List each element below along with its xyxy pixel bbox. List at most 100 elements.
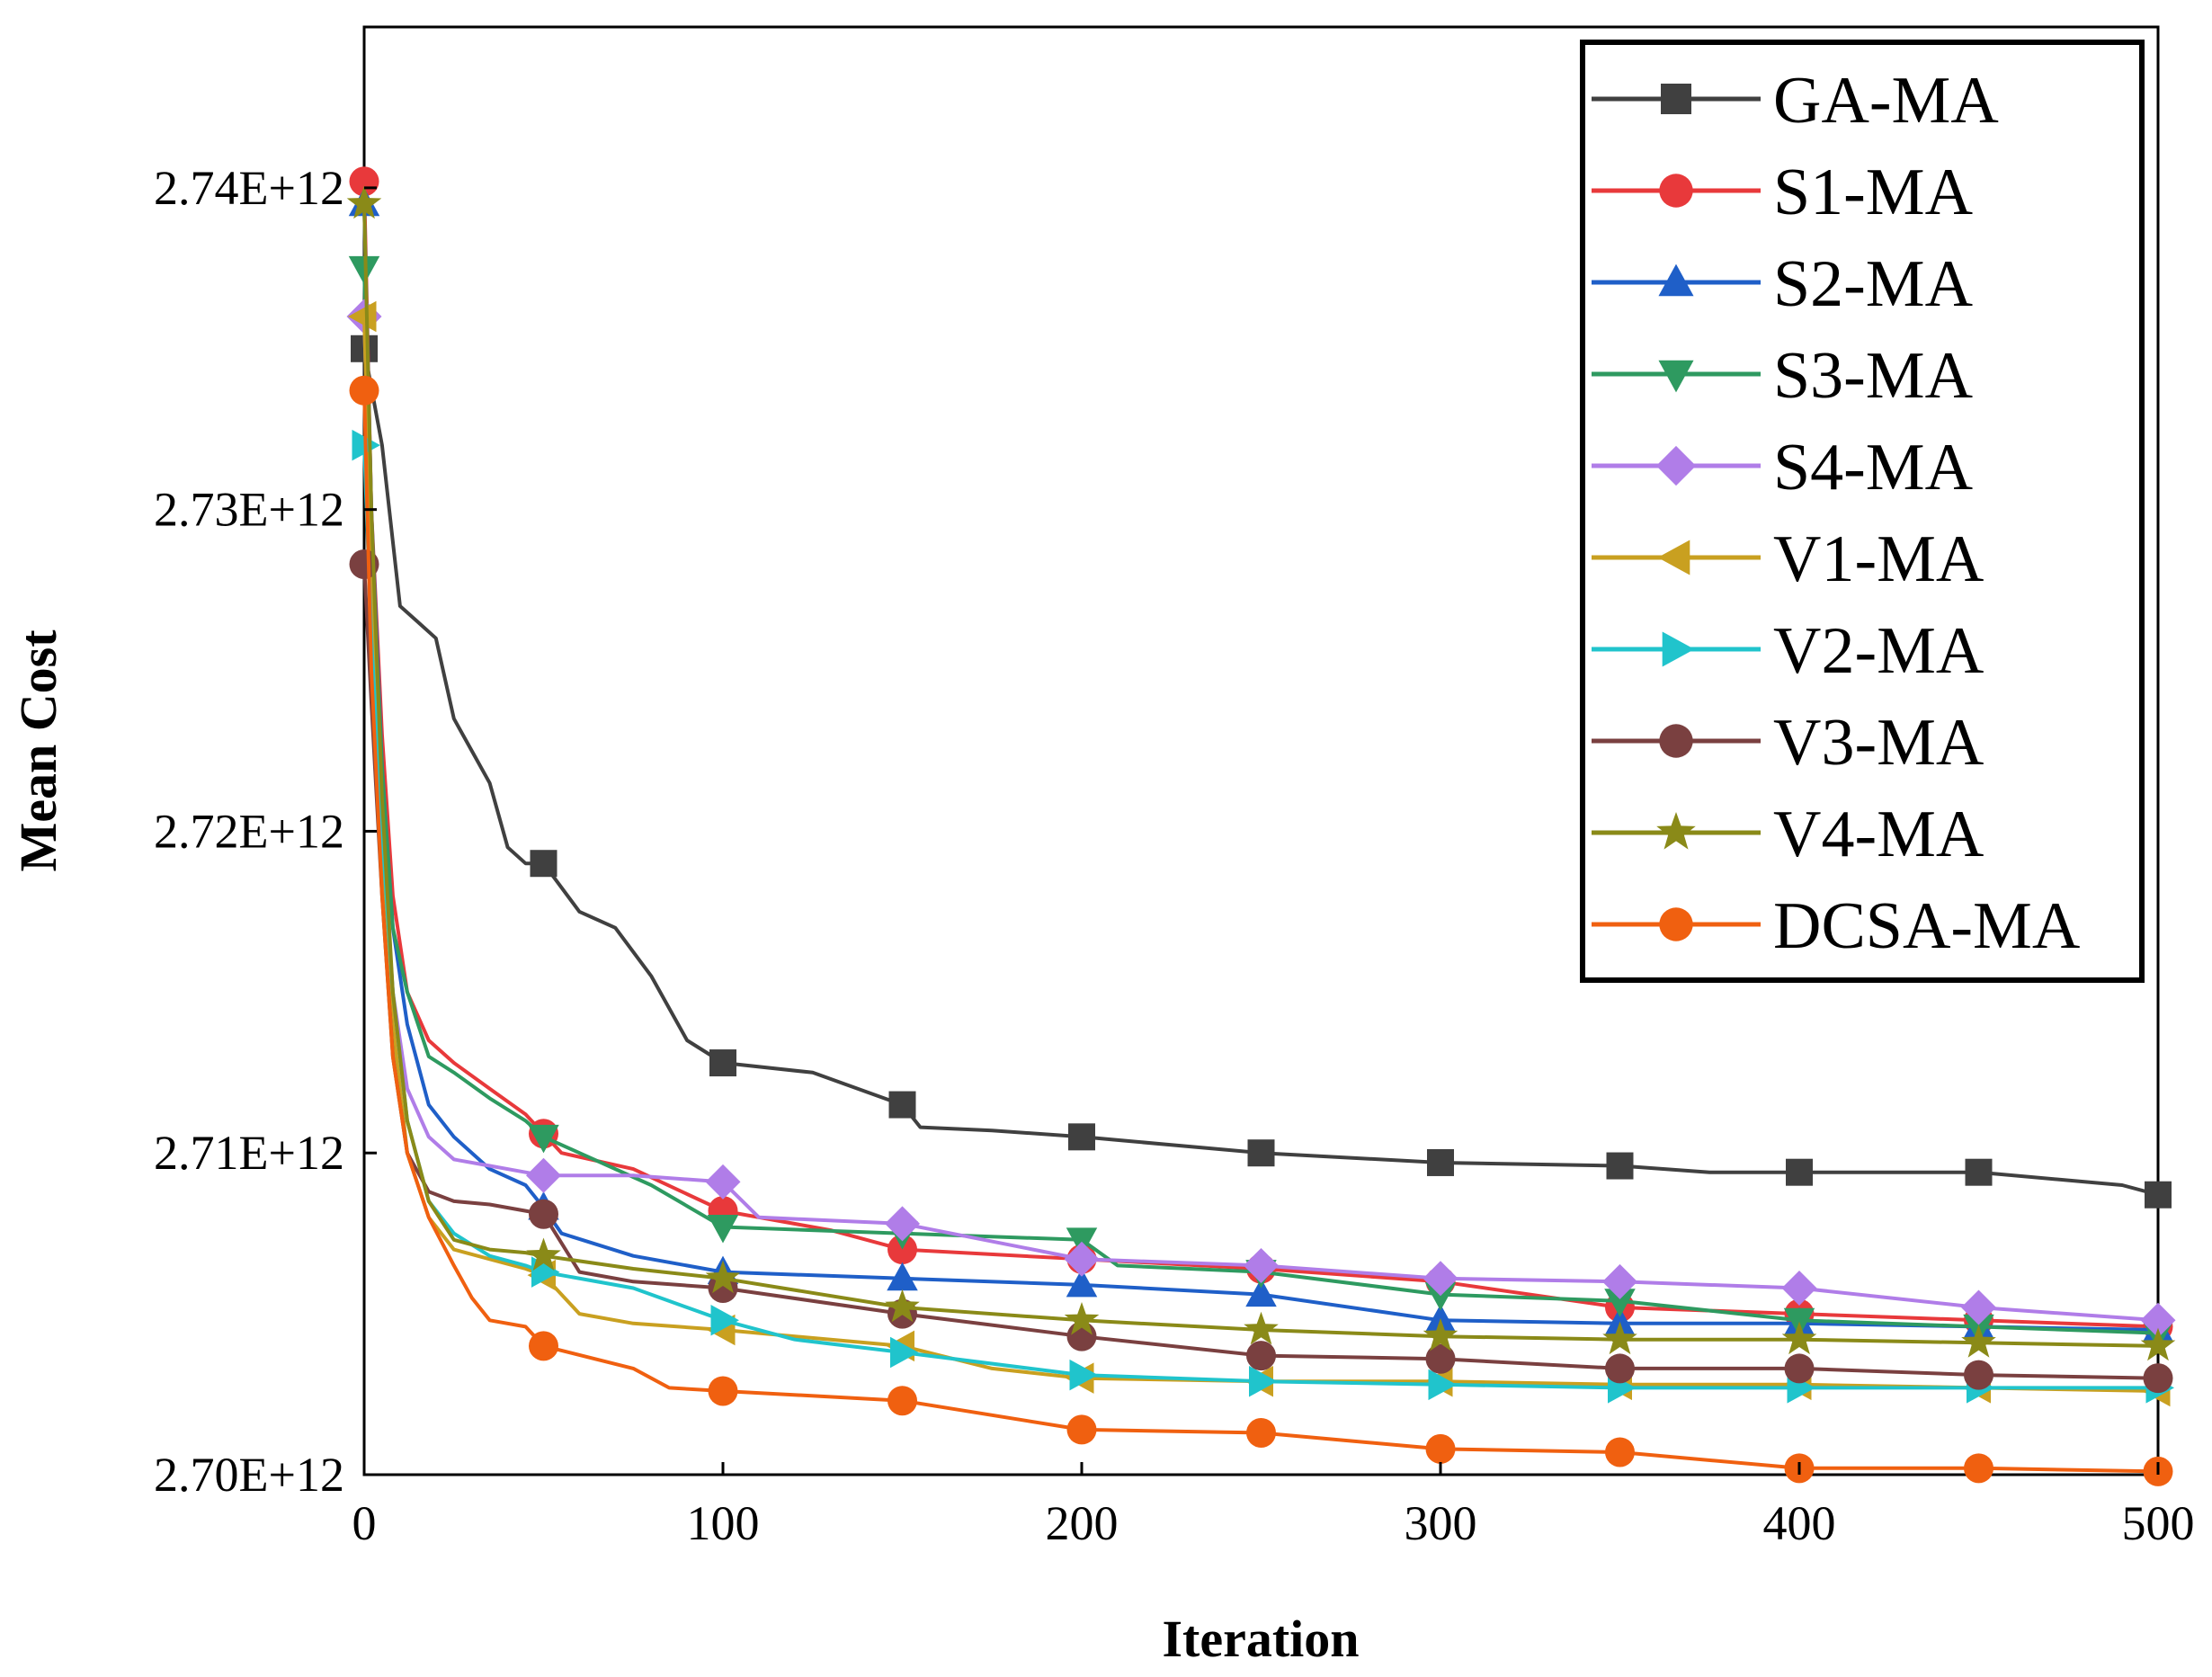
data-point-s4-ma <box>885 1206 920 1242</box>
data-point-s4-ma <box>705 1164 741 1200</box>
data-point-ga-ma <box>709 1049 736 1077</box>
legend-label-v3-ma: V3-MA <box>1773 706 1984 780</box>
legend-label-v2-ma: V2-MA <box>1773 614 1984 688</box>
data-point-s4-ma <box>1602 1263 1637 1299</box>
legend-label-s4-ma: S4-MA <box>1773 431 1973 504</box>
data-point-dcsa-ma <box>887 1386 917 1416</box>
legend-label-s1-ma: S1-MA <box>1773 156 1973 229</box>
legend-marker-v4-ma <box>1656 812 1696 850</box>
series-line-dcsa-ma <box>362 390 2159 1474</box>
data-point-v3-ma <box>1964 1360 1993 1390</box>
x-tick-label: 100 <box>687 1496 760 1550</box>
data-point-v2-ma <box>710 1305 739 1336</box>
data-point-v4-ma <box>885 1289 920 1323</box>
data-point-v4-ma <box>346 185 382 219</box>
data-point-dcsa-ma <box>1066 1414 1097 1445</box>
data-point-v3-ma <box>2143 1363 2173 1394</box>
legend-marker-ga-ma <box>1661 84 1691 114</box>
series-line-ga-ma <box>362 348 2159 1197</box>
data-point-v4-ma <box>1602 1321 1637 1355</box>
data-point-v3-ma <box>1246 1341 1276 1371</box>
data-point-ga-ma <box>1247 1139 1275 1167</box>
data-point-dcsa-ma <box>349 375 379 406</box>
data-point-s4-ma <box>1961 1289 1996 1325</box>
series-line-v4-ma <box>362 203 2159 1348</box>
series-layer <box>346 166 2176 1486</box>
data-point-v3-ma <box>1605 1353 1635 1384</box>
y-tick-label: 2.74E+12 <box>154 161 344 215</box>
data-point-s2-ma <box>887 1262 918 1291</box>
y-tick-label: 2.73E+12 <box>154 483 344 537</box>
legend-label-v4-ma: V4-MA <box>1773 798 1984 871</box>
axis-layer: 2.70E+12 2.71E+12 2.72E+12 2.73E+12 2.74E+12… <box>154 161 2194 1550</box>
y-tick-label: 2.70E+12 <box>154 1448 344 1502</box>
data-point-ga-ma <box>1427 1148 1454 1176</box>
series-line-s3-ma <box>362 268 2159 1335</box>
data-point-s4-ma <box>2140 1302 2176 1338</box>
data-point-dcsa-ma <box>529 1331 558 1361</box>
data-point-dcsa-ma <box>1605 1437 1635 1467</box>
x-axis-title: Iteration <box>1162 1610 1359 1668</box>
data-point-ga-ma <box>1965 1158 1993 1186</box>
series-line-v1-ma <box>362 316 2159 1393</box>
x-tick-label: 300 <box>1405 1496 1477 1550</box>
data-point-v4-ma <box>1244 1311 1279 1345</box>
data-point-v4-ma <box>526 1237 561 1271</box>
data-point-s3-ma <box>528 1124 559 1154</box>
data-point-dcsa-ma <box>1964 1453 1993 1484</box>
data-point-s2-ma <box>1245 1278 1277 1307</box>
legend-marker-s4-ma <box>1655 445 1697 486</box>
series-ga-ma <box>351 335 2172 1209</box>
data-point-dcsa-ma <box>708 1376 738 1406</box>
legend-marker-v2-ma <box>1662 631 1695 667</box>
data-point-dcsa-ma <box>1246 1417 1276 1448</box>
y-tick-label: 2.72E+12 <box>154 804 344 858</box>
data-point-dcsa-ma <box>1425 1433 1456 1464</box>
data-point-s3-ma <box>1424 1282 1457 1311</box>
x-tick-label: 200 <box>1046 1496 1119 1550</box>
data-point-s4-ma <box>526 1157 561 1193</box>
data-point-v2-ma <box>890 1336 919 1369</box>
data-point-v4-ma <box>1781 1321 1817 1355</box>
data-point-v2-ma <box>1428 1369 1457 1401</box>
data-point-v4-ma <box>1423 1317 1458 1351</box>
data-point-s4-ma <box>1781 1270 1817 1306</box>
data-point-ga-ma <box>530 850 557 878</box>
data-point-v2-ma <box>1249 1365 1278 1397</box>
data-point-v3-ma <box>529 1199 558 1229</box>
series-dcsa-ma <box>349 375 2173 1486</box>
legend: GA-MA S1-MA S2-MA S3-MA S4-MA V1-MA V2-MA V3-MA… <box>1580 40 2145 983</box>
legend-label-s2-ma: S2-MA <box>1773 247 1973 321</box>
legend-label-s3-ma: S3-MA <box>1773 339 1973 413</box>
data-point-s3-ma <box>707 1215 739 1244</box>
data-point-ga-ma <box>2145 1181 2172 1209</box>
data-point-s4-ma <box>1244 1247 1279 1283</box>
x-tick-label: 400 <box>1763 1496 1836 1550</box>
data-point-s4-ma <box>1423 1261 1458 1297</box>
y-tick-label: 2.71E+12 <box>154 1126 344 1180</box>
y-axis-title: Mean Cost <box>9 629 67 872</box>
data-point-v3-ma <box>1425 1343 1456 1374</box>
data-point-ga-ma <box>1606 1152 1634 1180</box>
data-point-v1-ma <box>348 300 377 333</box>
series-line-s2-ma <box>362 203 2159 1332</box>
legend-marker-v3-ma <box>1659 724 1693 758</box>
legend-marker-v1-ma <box>1657 540 1690 575</box>
data-point-v4-ma <box>1064 1302 1100 1335</box>
data-point-v4-ma <box>705 1260 741 1294</box>
legend-label-ga-ma: GA-MA <box>1773 64 1999 138</box>
x-tick-label: 0 <box>352 1496 377 1550</box>
legend-label-v1-ma: V1-MA <box>1773 522 1984 596</box>
legend-marker-s2-ma <box>1658 263 1694 297</box>
legend-marker-dcsa-ma <box>1659 907 1693 941</box>
data-point-v3-ma <box>1784 1353 1815 1384</box>
legend-label-dcsa-ma: DCSA-MA <box>1773 889 2080 963</box>
data-point-ga-ma <box>1786 1158 1813 1186</box>
legend-entries: GA-MA S1-MA S2-MA S3-MA S4-MA V1-MA V2-MA V3-MA… <box>1592 64 2080 963</box>
data-point-v4-ma <box>1961 1325 1996 1358</box>
x-tick-label: 500 <box>2122 1496 2195 1550</box>
plot-area-frame <box>362 25 2160 1476</box>
data-point-s4-ma <box>1064 1241 1100 1277</box>
